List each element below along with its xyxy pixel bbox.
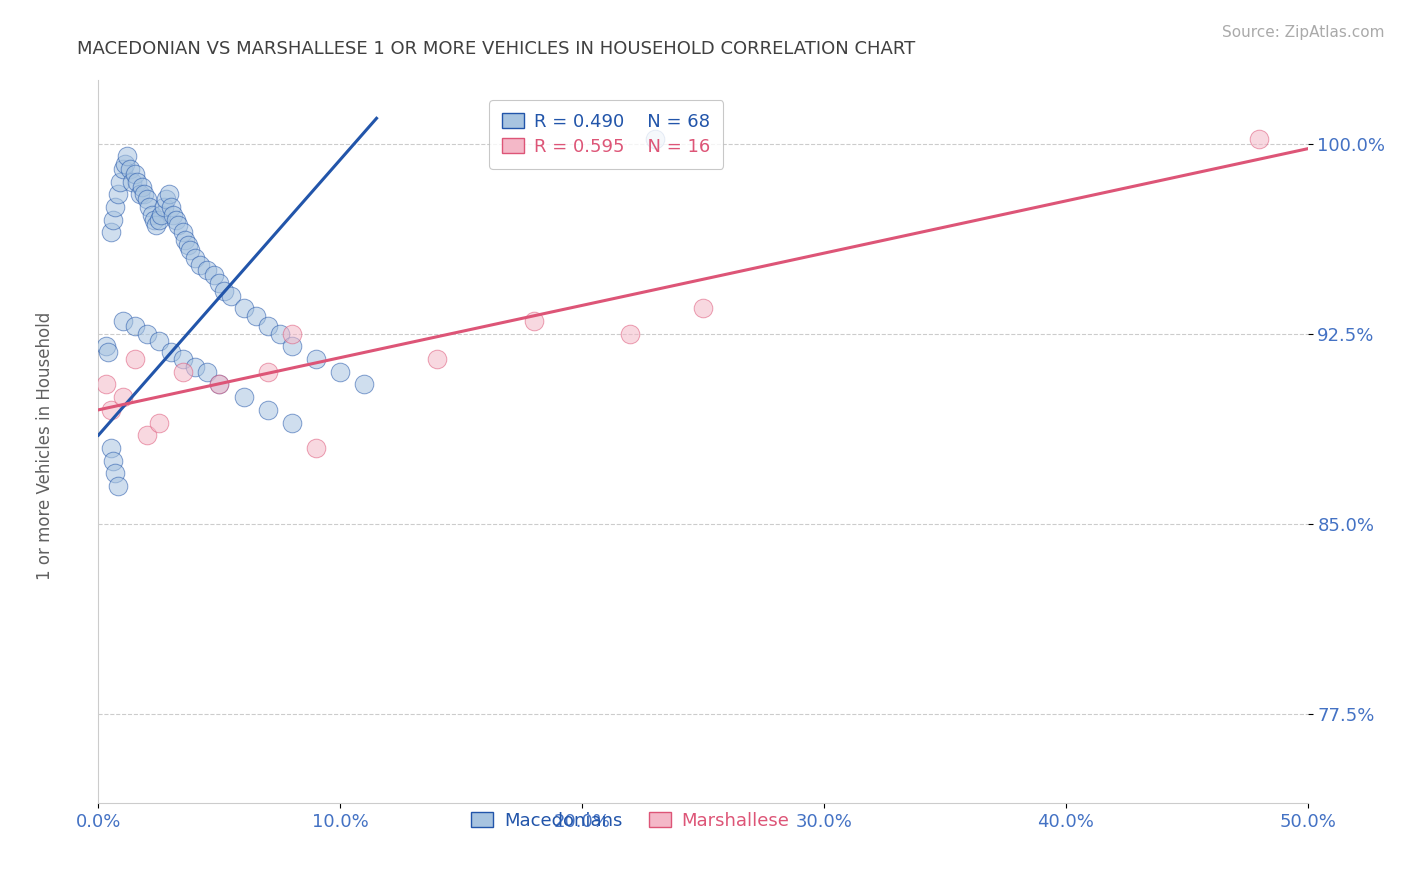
Point <box>269 326 291 341</box>
Point <box>141 208 163 222</box>
Point <box>195 365 218 379</box>
Point <box>148 212 170 227</box>
Point <box>162 208 184 222</box>
Point <box>179 243 201 257</box>
Point <box>208 276 231 290</box>
Point <box>160 200 183 214</box>
Point <box>124 319 146 334</box>
Point <box>256 319 278 334</box>
Point <box>165 212 187 227</box>
Point <box>256 402 278 417</box>
Point <box>221 289 243 303</box>
Point <box>174 233 197 247</box>
Point <box>107 479 129 493</box>
Point <box>172 226 194 240</box>
Point <box>172 352 194 367</box>
Point <box>1249 131 1271 145</box>
Point <box>208 377 231 392</box>
Point <box>111 390 134 404</box>
Point <box>157 187 180 202</box>
Point <box>131 179 153 194</box>
Point <box>107 187 129 202</box>
Point <box>281 416 304 430</box>
Point <box>353 377 375 392</box>
Text: MACEDONIAN VS MARSHALLESE 1 OR MORE VEHICLES IN HOUSEHOLD CORRELATION CHART: MACEDONIAN VS MARSHALLESE 1 OR MORE VEHI… <box>77 40 915 58</box>
Point <box>188 258 211 272</box>
Point <box>152 200 174 214</box>
Point <box>101 453 124 467</box>
Point <box>104 467 127 481</box>
Point <box>148 416 170 430</box>
Point <box>100 402 122 417</box>
Point <box>177 238 200 252</box>
Point <box>172 365 194 379</box>
Point <box>127 175 149 189</box>
Point <box>145 218 167 232</box>
Point <box>245 309 267 323</box>
Point <box>204 268 226 283</box>
Point <box>232 390 254 404</box>
Point <box>121 175 143 189</box>
Point <box>135 326 157 341</box>
Point <box>692 301 714 316</box>
Point <box>523 314 546 328</box>
Point <box>135 193 157 207</box>
Point <box>124 352 146 367</box>
Text: 1 or more Vehicles in Household: 1 or more Vehicles in Household <box>37 312 53 580</box>
Point <box>101 212 124 227</box>
Text: Source: ZipAtlas.com: Source: ZipAtlas.com <box>1222 25 1385 40</box>
Point <box>100 226 122 240</box>
Point <box>208 377 231 392</box>
Point <box>426 352 449 367</box>
Point <box>232 301 254 316</box>
Point <box>184 251 207 265</box>
Point <box>117 149 139 163</box>
Point <box>184 359 207 374</box>
Point <box>124 167 146 181</box>
Point <box>281 326 304 341</box>
Point <box>160 344 183 359</box>
Point <box>138 200 160 214</box>
Point <box>195 263 218 277</box>
Point <box>167 218 190 232</box>
Point <box>155 193 177 207</box>
Point <box>143 212 166 227</box>
Point <box>305 441 328 455</box>
Point <box>281 339 304 353</box>
Point <box>305 352 328 367</box>
Point <box>97 344 120 359</box>
Point <box>114 157 136 171</box>
Point <box>104 200 127 214</box>
Point <box>94 339 117 353</box>
Point <box>212 284 235 298</box>
Point <box>148 334 170 349</box>
Point <box>619 326 641 341</box>
Point <box>644 131 666 145</box>
Point <box>150 208 173 222</box>
Point <box>118 161 141 176</box>
Legend: Macedonians, Marshallese: Macedonians, Marshallese <box>464 805 797 837</box>
Point <box>329 365 352 379</box>
Point <box>128 187 150 202</box>
Point <box>111 314 134 328</box>
Point <box>108 175 131 189</box>
Point <box>134 187 156 202</box>
Point <box>135 428 157 442</box>
Point <box>100 441 122 455</box>
Point <box>94 377 117 392</box>
Point <box>111 161 134 176</box>
Point <box>256 365 278 379</box>
